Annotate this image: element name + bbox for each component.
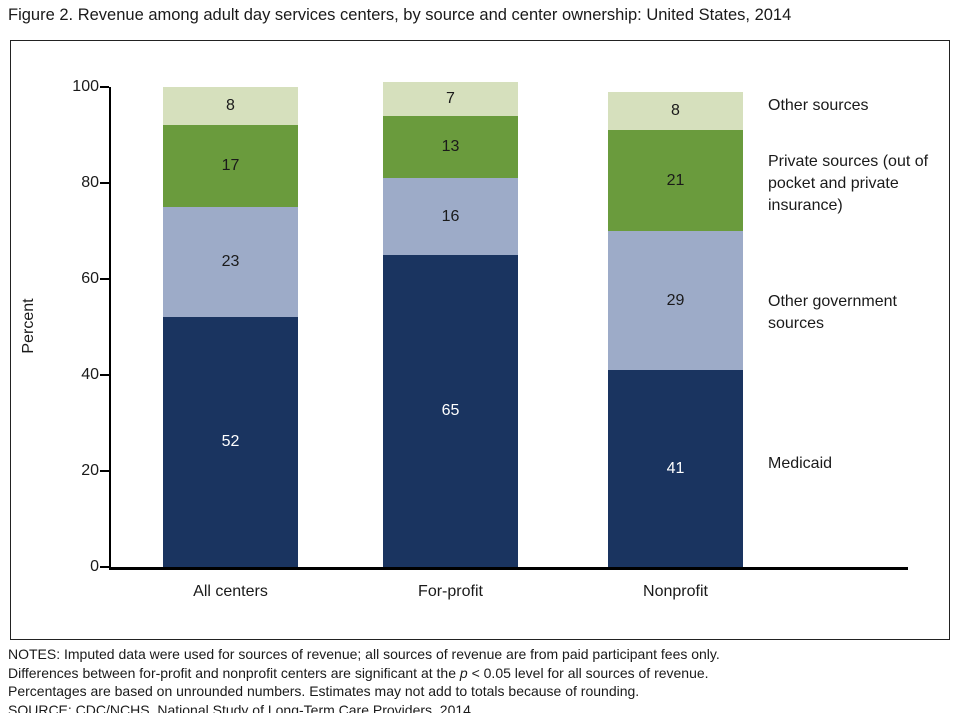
notes-line-2: Differences between for-profit and nonpr… <box>8 664 954 683</box>
legend-label-other-sources: Other sources <box>768 97 869 114</box>
bar-segment-other-sources-for-profit: 7 <box>383 82 518 116</box>
bar-value-label: 13 <box>441 138 460 155</box>
bar-segment-medicaid-all-centers: 52 <box>163 317 298 567</box>
x-category-label-nonprofit: Nonprofit <box>643 583 708 600</box>
y-tick-mark-0 <box>100 566 109 568</box>
y-tick-label-80: 80 <box>81 174 99 191</box>
bar-segment-private-sources-out-of-pocket-and-private-insurance-all-centers: 17 <box>163 125 298 207</box>
bar-value-label: 7 <box>446 90 455 108</box>
bar-value-label: 52 <box>221 433 240 451</box>
bar-value-label: 29 <box>666 291 685 309</box>
bar-segment-medicaid-nonprofit: 41 <box>608 370 743 567</box>
notes-line-2-tail: < 0.05 level for all sources of revenue. <box>467 664 709 681</box>
legend-label-private-sources-out-of-pocket-and-private-insurance: Private sources (out of pocket and priva… <box>768 153 929 214</box>
bar-value-label: 8 <box>671 102 680 119</box>
bar-segment-other-sources-all-centers: 8 <box>163 87 298 126</box>
bar-all-centers: 52 23 17 8 <box>163 87 298 567</box>
y-tick-mark-20 <box>100 470 109 472</box>
legend-label-medicaid: Medicaid <box>768 455 833 472</box>
notes-line-2-text: Differences between for-profit and nonpr… <box>8 664 460 681</box>
bar-value-label: 41 <box>666 459 685 477</box>
notes-block: NOTES: Imputed data were used for source… <box>8 645 954 713</box>
bar-segment-private-sources-out-of-pocket-and-private-insurance-nonprofit: 21 <box>608 130 743 231</box>
bar-segment-other-sources-nonprofit: 8 <box>608 91 743 131</box>
x-category-label-all-centers: All centers <box>193 583 268 600</box>
y-tick-mark-80 <box>100 182 109 184</box>
notes-line-1: NOTES: Imputed data were used for source… <box>8 646 720 662</box>
bar-segment-other-government-sources-all-centers: 23 <box>163 207 298 318</box>
bar-nonprofit: 41 29 21 8 <box>608 91 743 567</box>
y-tick-label-40: 40 <box>81 366 99 383</box>
y-tick-label-60: 60 <box>81 270 99 287</box>
bar-segment-other-government-sources-for-profit: 16 <box>383 178 518 255</box>
y-tick-mark-60 <box>100 278 109 280</box>
plot-area: 52 23 17 8 All centers 65 16 13 7 For-profit 41 29 2… <box>109 82 928 600</box>
y-tick-label-20: 20 <box>81 462 99 479</box>
y-tick-label-0: 0 <box>90 558 99 575</box>
y-tick-mark-100 <box>100 86 109 88</box>
bar-value-label: 17 <box>221 157 240 175</box>
legend-label-other-government-sources: Other government sources <box>768 293 897 332</box>
figure-title: Figure 2. Revenue among adult day servic… <box>8 6 792 24</box>
y-tick-label-100: 100 <box>72 78 99 95</box>
notes-line-2-italic-p: p <box>459 664 468 681</box>
bar-value-label: 16 <box>441 207 460 225</box>
bar-for-profit: 65 16 13 7 <box>383 82 518 567</box>
source-line: SOURCE: CDC/NCHS, National Study of Long… <box>8 701 475 713</box>
bar-value-label: 23 <box>221 253 240 271</box>
y-axis-title: Percent <box>20 298 37 354</box>
bar-value-label: 65 <box>441 402 460 419</box>
bar-segment-other-government-sources-nonprofit: 29 <box>608 231 743 371</box>
bar-segment-medicaid-for-profit: 65 <box>383 255 518 567</box>
chart-frame: Percent 52 23 17 8 All centers 65 16 13 7 For-pro… <box>10 40 950 640</box>
x-category-label-for-profit: For-profit <box>418 583 483 600</box>
bar-value-label: 21 <box>666 171 685 189</box>
y-tick-mark-40 <box>100 374 109 376</box>
bar-value-label: 8 <box>226 97 235 115</box>
notes-line-3: Percentages are based on unrounded numbe… <box>8 683 640 699</box>
bar-segment-private-sources-out-of-pocket-and-private-insurance-for-profit: 13 <box>383 115 518 179</box>
